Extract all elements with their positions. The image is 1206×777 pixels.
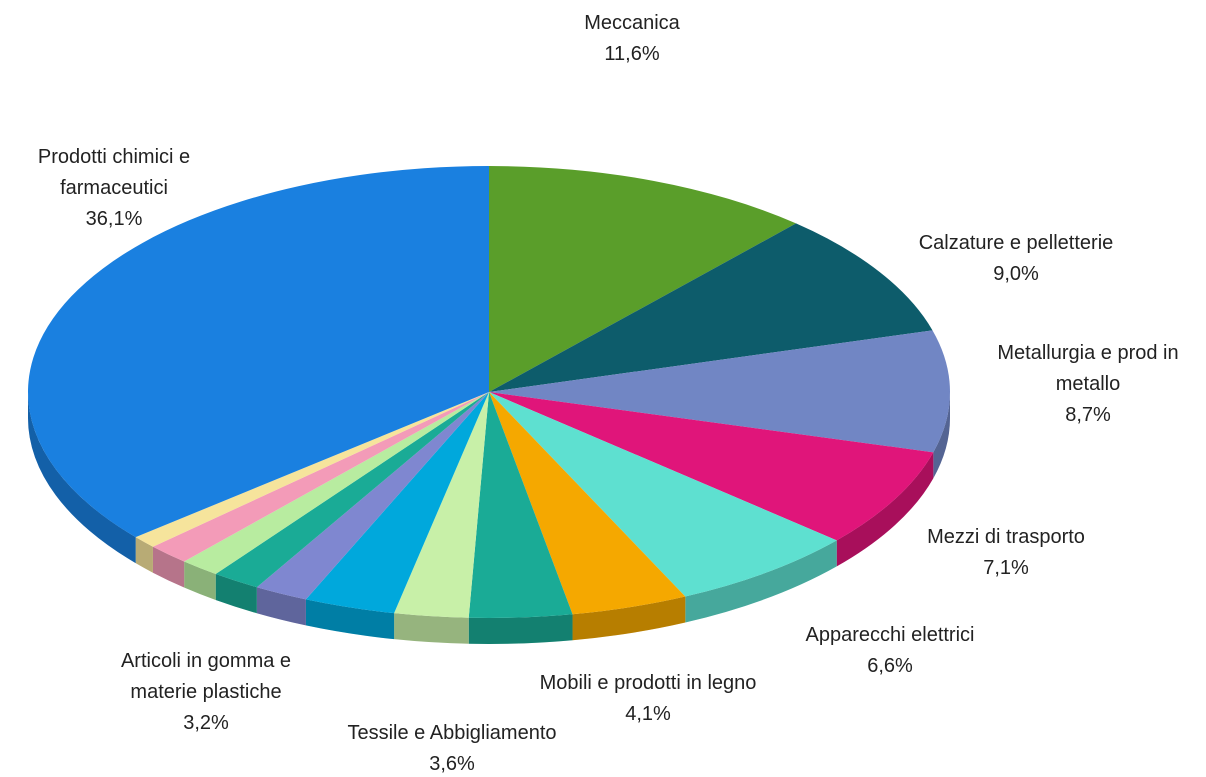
slice-side bbox=[305, 599, 395, 640]
slice-label: Meccanica 11,6% bbox=[532, 8, 732, 70]
slice-side-shade bbox=[27, 392, 136, 564]
slice bbox=[305, 392, 489, 614]
slice-label: Mezzi di trasporto 7,1% bbox=[896, 522, 1116, 584]
slice bbox=[468, 392, 573, 618]
slice-label: Mobili e prodotti in legno 4,1% bbox=[538, 668, 758, 730]
slice-label: Articoli in gomma e materie plastiche 3,2… bbox=[86, 646, 326, 739]
slice-side-shade bbox=[572, 596, 686, 641]
category-label: Tessile e Abbigliamento bbox=[347, 722, 557, 744]
slice bbox=[489, 392, 934, 541]
slice-side-shade bbox=[468, 614, 573, 644]
value-label: 4,1% bbox=[625, 703, 671, 725]
slice-label: Apparecchi elettrici 6,6% bbox=[770, 620, 1010, 682]
slice-side-shade bbox=[184, 561, 216, 600]
slice bbox=[489, 330, 951, 453]
slice-side bbox=[152, 546, 185, 588]
slice-label: Tessile e Abbigliamento 3,6% bbox=[302, 718, 602, 777]
slice-side-shade bbox=[256, 587, 306, 626]
slice-side bbox=[572, 596, 686, 641]
category-label: Apparecchi elettrici bbox=[805, 624, 975, 646]
slice-side-shade bbox=[152, 546, 185, 588]
slice bbox=[215, 392, 490, 588]
slice-label: Metallurgia e prod in metallo 8,7% bbox=[968, 338, 1206, 431]
slice-side-shade bbox=[836, 452, 934, 567]
slice bbox=[394, 392, 489, 618]
slice-side bbox=[256, 587, 306, 626]
value-label: 3,6% bbox=[429, 753, 475, 775]
slice bbox=[27, 166, 489, 538]
slice bbox=[184, 392, 489, 574]
slice-label: Prodotti chimici e farmaceutici 36,1% bbox=[0, 142, 234, 235]
slice-side bbox=[135, 537, 153, 573]
category-label: Prodotti chimici e farmaceutici bbox=[37, 146, 191, 199]
slice-label: Calzature e pelletterie 9,0% bbox=[886, 228, 1146, 290]
value-label: 9,0% bbox=[993, 263, 1039, 285]
slice bbox=[256, 392, 489, 600]
slice-side bbox=[468, 614, 573, 644]
slice-side-shade bbox=[135, 537, 153, 573]
slice bbox=[489, 166, 797, 392]
category-label: Mezzi di trasporto bbox=[927, 526, 1085, 548]
value-label: 8,7% bbox=[1065, 404, 1111, 426]
category-label: Meccanica bbox=[584, 12, 680, 34]
slice-side bbox=[836, 452, 934, 567]
slice-side-shade bbox=[394, 613, 469, 644]
value-label: 6,6% bbox=[867, 655, 913, 677]
slice-side bbox=[27, 392, 136, 564]
slice-side-shade bbox=[933, 392, 950, 479]
value-label: 36,1% bbox=[85, 208, 143, 230]
category-label: Calzature e pelletterie bbox=[918, 232, 1114, 254]
category-label: Metallurgia e prod in metallo bbox=[997, 342, 1179, 395]
slice-side bbox=[394, 613, 469, 644]
value-label: 7,1% bbox=[983, 557, 1029, 579]
slice bbox=[489, 392, 686, 615]
category-label: Mobili e prodotti in legno bbox=[539, 672, 757, 694]
slice-side-shade bbox=[305, 599, 395, 640]
slice bbox=[152, 392, 489, 562]
value-label: 11,6% bbox=[604, 43, 660, 65]
slice-side bbox=[184, 561, 216, 600]
slice-side-shade bbox=[685, 540, 837, 623]
slice-side bbox=[685, 540, 837, 623]
slice-side bbox=[215, 573, 257, 614]
slice-side bbox=[933, 392, 950, 479]
value-label: 3,2% bbox=[183, 712, 229, 734]
slice-side-shade bbox=[215, 573, 257, 614]
slice bbox=[135, 392, 489, 547]
slice bbox=[489, 223, 933, 392]
category-label: Articoli in gomma e materie plastiche bbox=[120, 650, 292, 703]
slice bbox=[489, 392, 837, 597]
